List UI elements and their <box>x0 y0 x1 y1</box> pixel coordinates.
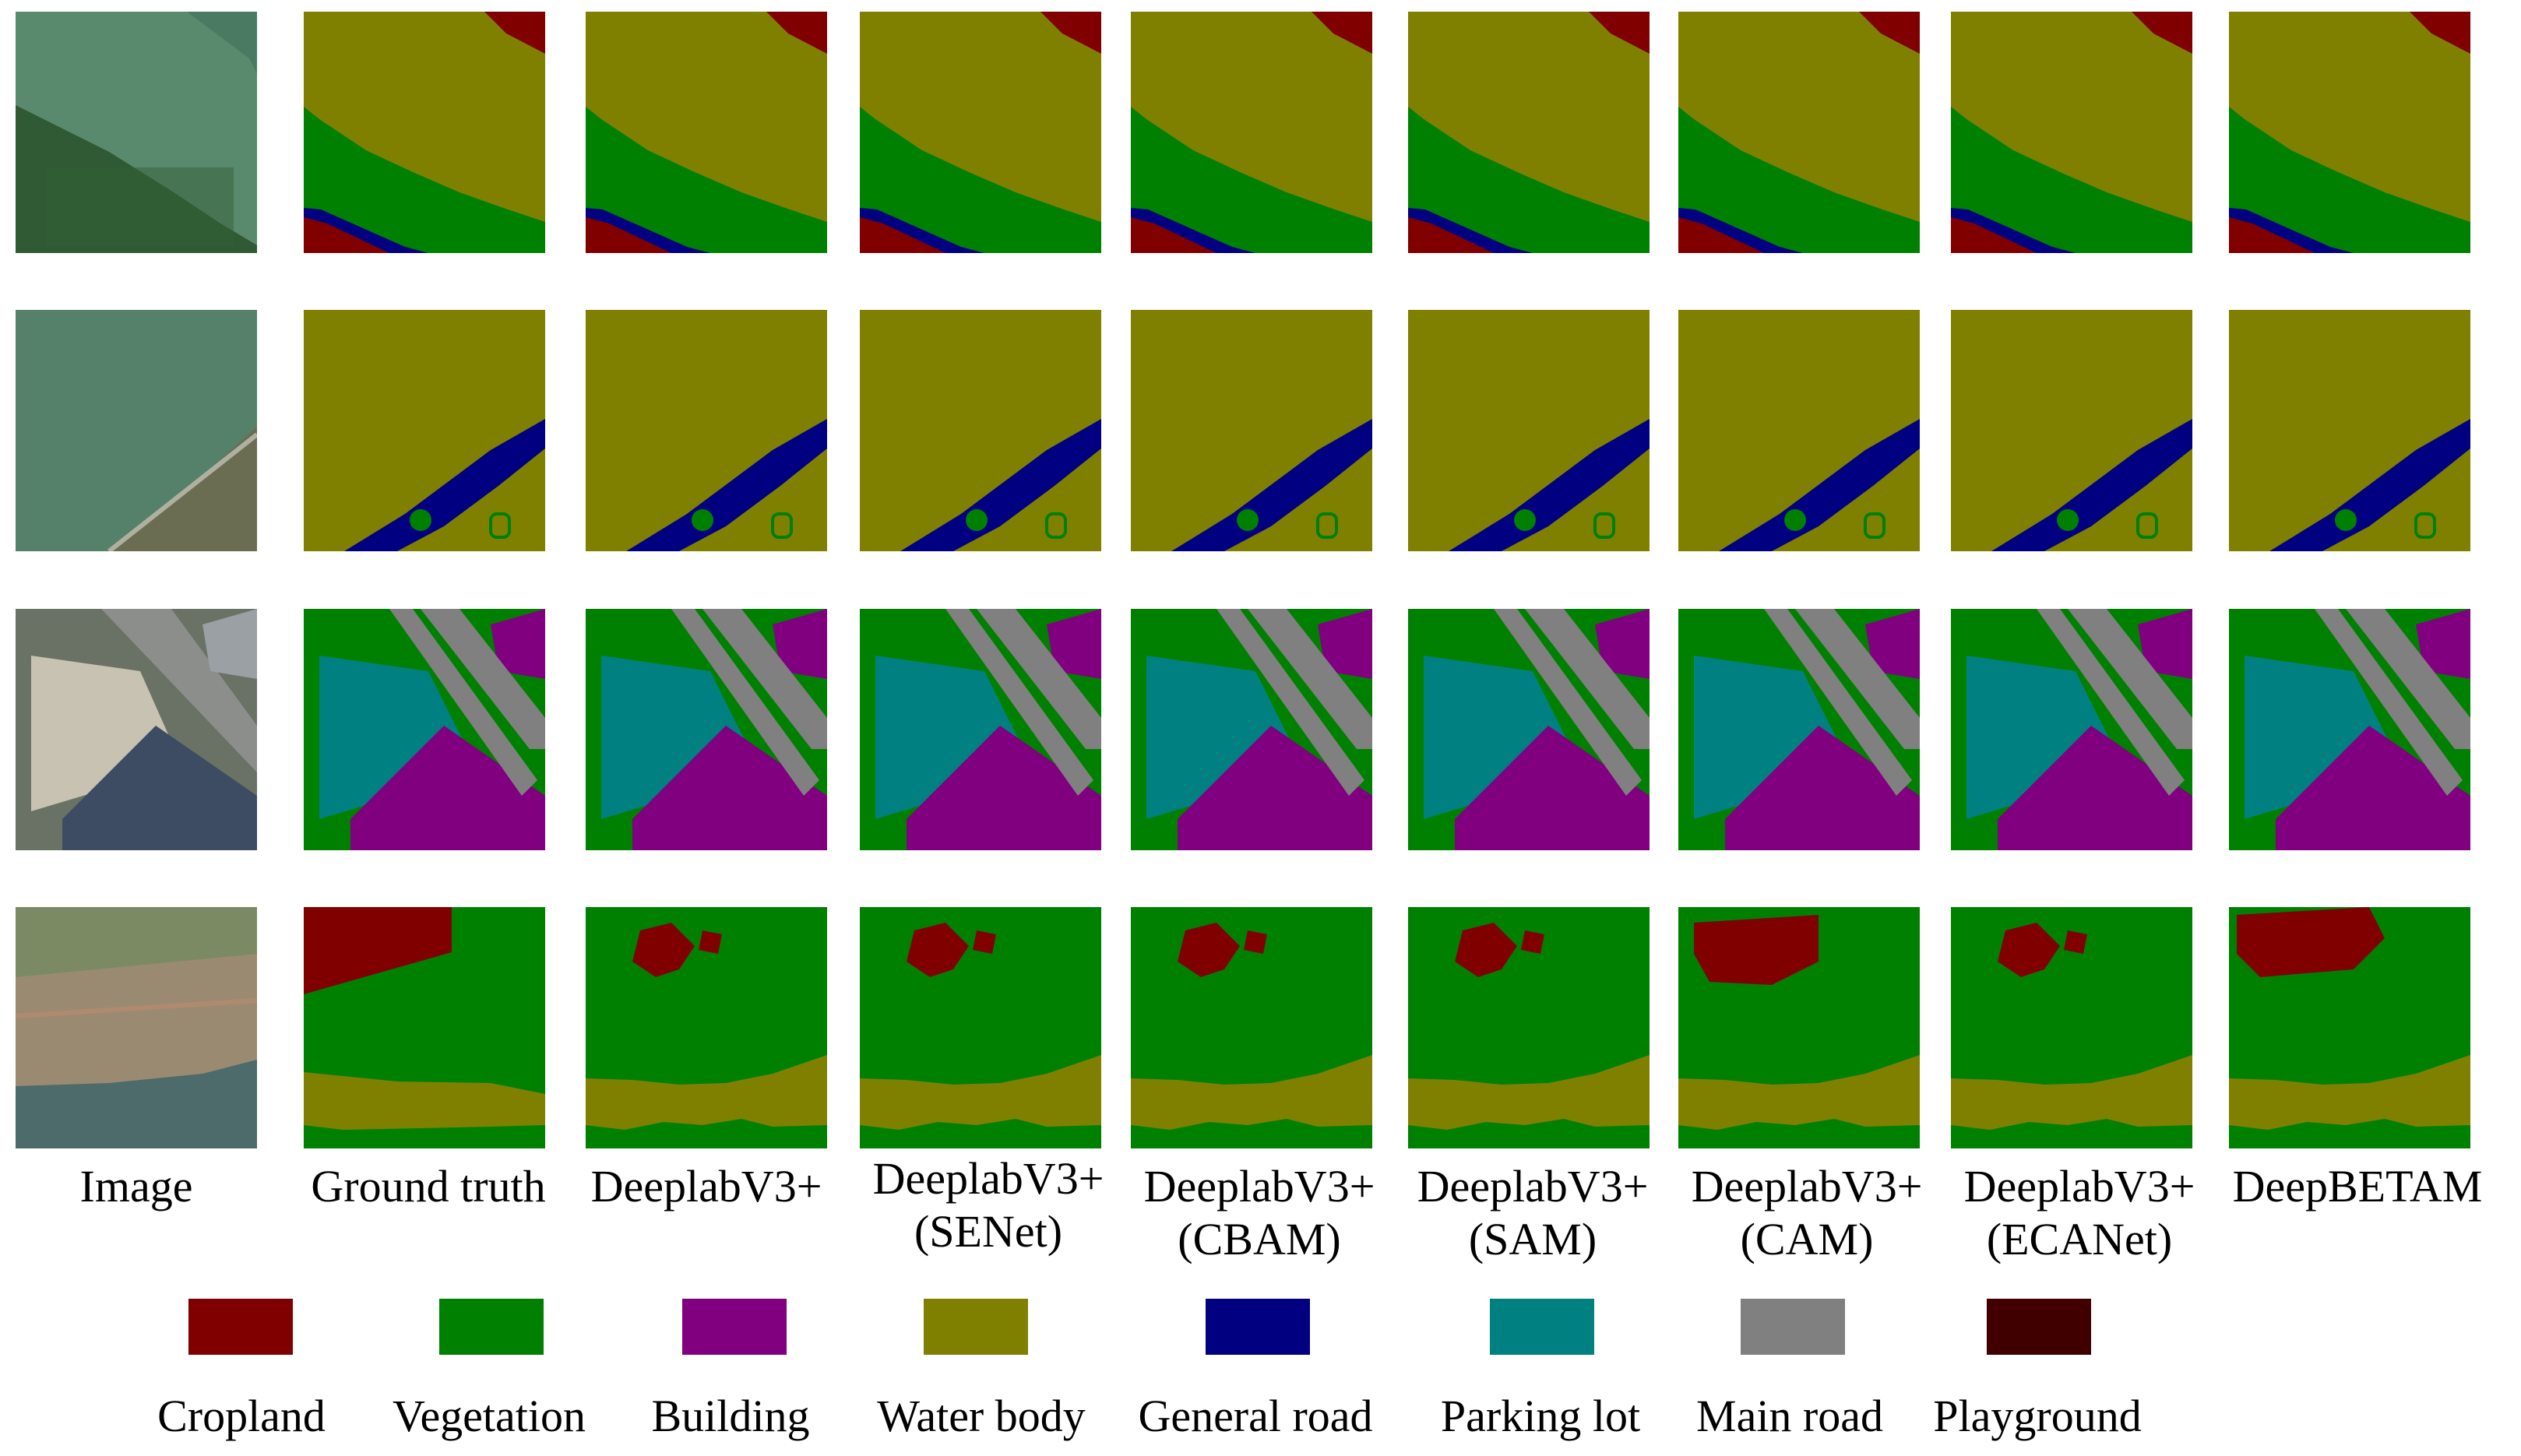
legend-label-general-road: General road <box>1138 1391 1373 1441</box>
row1-deeplabv3-cbam <box>1131 12 1372 253</box>
aerial-photo <box>16 907 257 1148</box>
legend-swatch-vegetation <box>439 1299 544 1355</box>
column-label-deeplabv3-sam: DeeplabV3+ (SAM) <box>1417 1161 1649 1264</box>
row4-deeplabv3-senet <box>860 907 1101 1148</box>
legend-swatch-general-road <box>1206 1299 1310 1355</box>
column-label-deeplabv3-ecanet: DeeplabV3+ (ECANet) <box>1963 1161 2195 1264</box>
legend-swatch-parking-lot <box>1490 1299 1594 1355</box>
row2-deeplabv3-cbam <box>1131 310 1372 551</box>
column-label-deepbetam: DeepBETAM <box>2232 1161 2483 1212</box>
legend-label-playground: Playground <box>1933 1391 2142 1441</box>
row4-ground-truth <box>304 907 545 1148</box>
row3-image <box>16 609 257 850</box>
legend-swatch-cropland <box>188 1299 293 1355</box>
legend-label-main-road: Main road <box>1696 1391 1883 1441</box>
aerial-photo <box>16 12 257 253</box>
row3-deeplabv3-senet <box>860 609 1101 850</box>
row4-image <box>16 907 257 1148</box>
aerial-photo <box>16 609 257 850</box>
row2-deeplabv3 <box>586 310 827 551</box>
row3-deeplabv3 <box>586 609 827 850</box>
column-label-deeplabv3: DeeplabV3+ <box>590 1161 822 1212</box>
row1-deeplabv3-ecanet <box>1951 12 2192 253</box>
column-label-ground-truth: Ground truth <box>311 1161 546 1212</box>
legend-swatch-water-body <box>924 1299 1028 1355</box>
row3-deeplabv3-cbam <box>1131 609 1372 850</box>
aerial-photo <box>16 310 257 551</box>
row3-deeplabv3-cam <box>1678 609 1920 850</box>
row4-deepbetam <box>2229 907 2470 1148</box>
row4-deeplabv3-sam <box>1408 907 1650 1148</box>
row1-ground-truth <box>304 12 545 253</box>
legend-label-water-body: Water body <box>877 1391 1086 1441</box>
row3-deeplabv3-ecanet <box>1951 609 2192 850</box>
legend-swatch-main-road <box>1741 1299 1845 1355</box>
row1-deeplabv3-sam <box>1408 12 1650 253</box>
legend-swatch-playground <box>1987 1299 2091 1355</box>
row2-deeplabv3-ecanet <box>1951 310 2192 551</box>
row4-deeplabv3-cam <box>1678 907 1920 1148</box>
row2-deepbetam <box>2229 310 2470 551</box>
row3-ground-truth <box>304 609 545 850</box>
legend-label-building: Building <box>651 1391 810 1441</box>
column-label-deeplabv3-cbam: DeeplabV3+ (CBAM) <box>1143 1161 1375 1264</box>
row2-deeplabv3-senet <box>860 310 1101 551</box>
row3-deepbetam <box>2229 609 2470 850</box>
row1-deeplabv3 <box>586 12 827 253</box>
legend-label-parking-lot: Parking lot <box>1440 1391 1641 1441</box>
legend-swatch-building <box>682 1299 787 1355</box>
row1-deepbetam <box>2229 12 2470 253</box>
row1-image <box>16 12 257 253</box>
column-label-deeplabv3-cam: DeeplabV3+ (CAM) <box>1691 1161 1923 1264</box>
row1-deeplabv3-cam <box>1678 12 1920 253</box>
row2-image <box>16 310 257 551</box>
row4-deeplabv3-ecanet <box>1951 907 2192 1148</box>
row2-deeplabv3-cam <box>1678 310 1920 551</box>
row2-ground-truth <box>304 310 545 551</box>
row3-deeplabv3-sam <box>1408 609 1650 850</box>
legend-label-cropland: Cropland <box>157 1391 326 1441</box>
legend-label-vegetation: Vegetation <box>392 1391 586 1441</box>
row4-deeplabv3-cbam <box>1131 907 1372 1148</box>
column-label-image: Image <box>79 1161 193 1212</box>
row2-deeplabv3-sam <box>1408 310 1650 551</box>
row4-deeplabv3 <box>586 907 827 1148</box>
column-label-deeplabv3-senet: DeeplabV3+ (SENet) <box>872 1153 1104 1257</box>
row1-deeplabv3-senet <box>860 12 1101 253</box>
